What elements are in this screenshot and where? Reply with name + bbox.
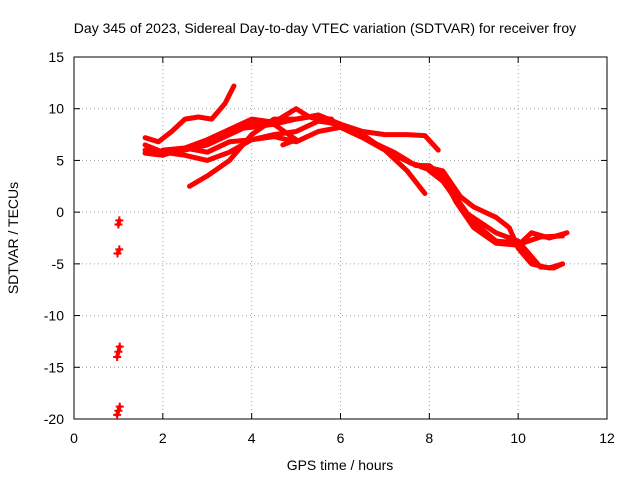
data-point [113,249,122,258]
x-tick-label: 0 [70,430,78,446]
data-point [115,216,124,225]
y-tick-label: 10 [48,101,64,117]
chart-title: Day 345 of 2023, Sidereal Day-to-day VTE… [74,20,576,36]
y-tick-label: 15 [48,49,64,65]
data-point [115,402,124,411]
y-tick-label: -20 [44,411,64,427]
y-axis-label: SDTVAR / TECUs [5,182,21,294]
y-tick-label: -15 [44,359,64,375]
y-tick-label: 0 [56,204,64,220]
x-axis-label: GPS time / hours [287,457,394,473]
axis-ticks: 0 2 4 6 8 10 12 -20 -15 -10 -5 0 5 10 15 [44,49,615,446]
data-point [113,352,122,361]
y-tick-label: -10 [44,308,64,324]
data-point [113,410,122,419]
series-pass-7 [227,121,299,148]
data-series [113,83,570,419]
y-tick-label: 5 [56,152,64,168]
x-tick-label: 2 [159,430,167,446]
x-tick-label: 12 [599,430,615,446]
data-point [115,245,124,254]
x-tick-label: 4 [248,430,256,446]
data-point [115,342,124,351]
series-pass-6 [160,106,335,153]
x-tick-label: 10 [510,430,526,446]
series-pass-1 [142,83,237,145]
data-point [114,406,123,415]
series-pass-4 [142,124,566,271]
grid [74,57,607,419]
series-pass-9 [417,164,566,246]
x-tick-label: 6 [337,430,345,446]
x-tick-label: 8 [425,430,433,446]
y-tick-label: -5 [52,256,65,272]
data-point [114,347,123,356]
